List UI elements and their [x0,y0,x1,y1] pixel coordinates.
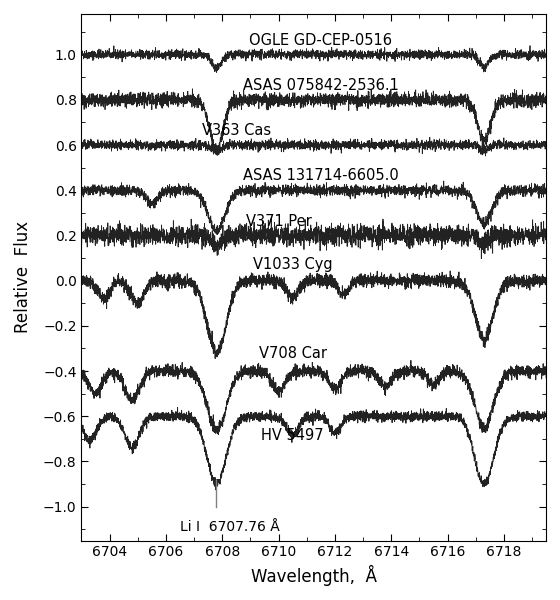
Text: HV 5497: HV 5497 [262,428,324,443]
Text: OGLE GD-CEP-0516: OGLE GD-CEP-0516 [249,33,393,48]
Text: ASAS 131714-6605.0: ASAS 131714-6605.0 [243,169,399,184]
X-axis label: Wavelength,  Å: Wavelength, Å [251,565,377,586]
Text: V371 Per: V371 Per [246,214,311,229]
Text: V363 Cas: V363 Cas [202,123,271,138]
Text: ASAS 075842-2536.1: ASAS 075842-2536.1 [243,78,399,93]
Text: V708 Car: V708 Car [259,346,326,361]
Text: Li I  6707.76 Å: Li I 6707.76 Å [180,520,280,534]
Text: V1033 Cyg: V1033 Cyg [253,257,333,272]
Y-axis label: Relative  Flux: Relative Flux [14,221,32,334]
